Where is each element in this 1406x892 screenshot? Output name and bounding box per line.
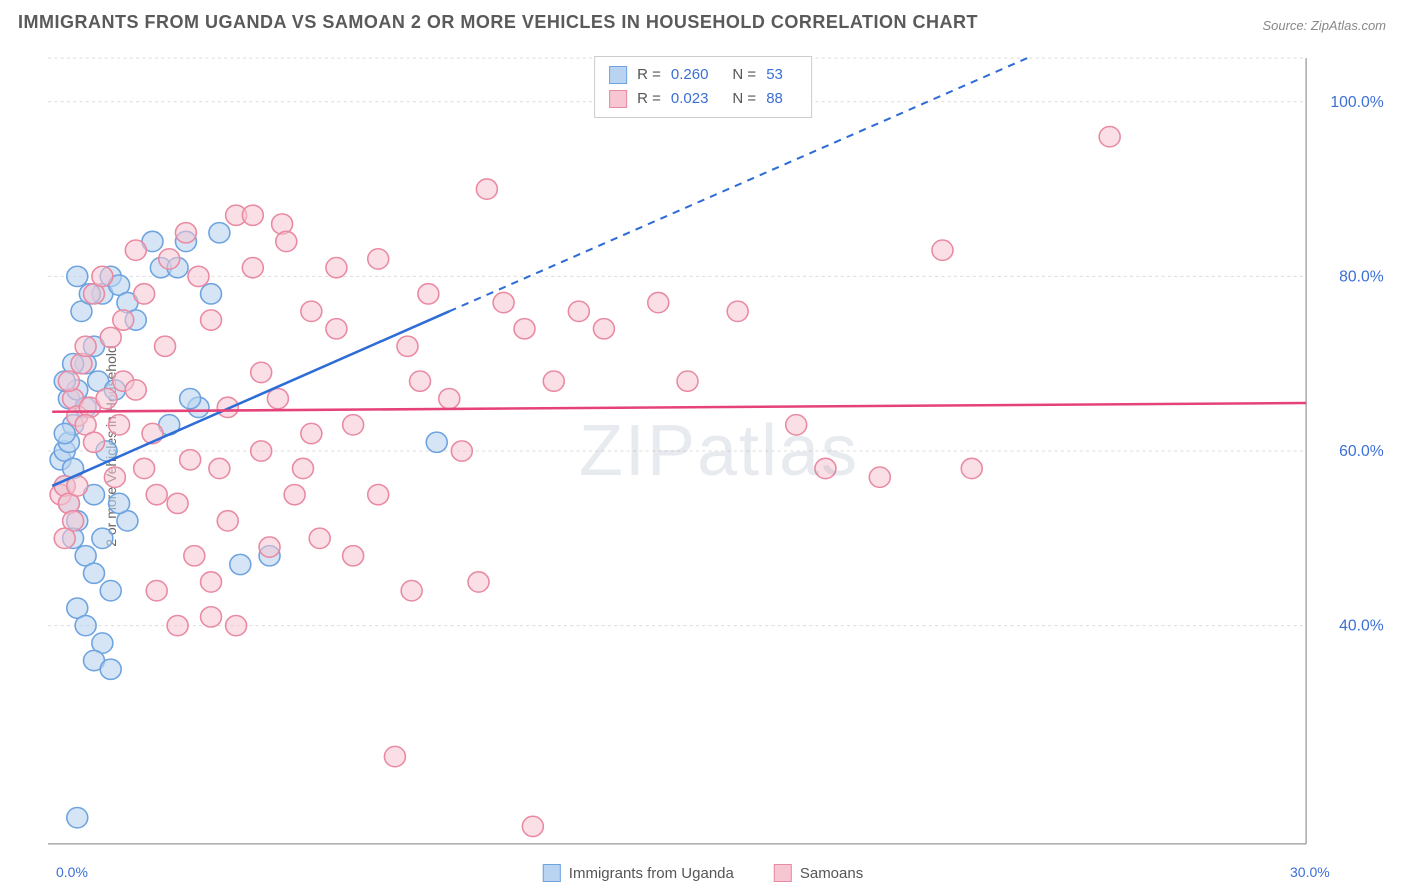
svg-text:100.0%: 100.0% xyxy=(1330,94,1384,111)
r-prefix: R = xyxy=(637,63,661,87)
n-prefix: N = xyxy=(732,87,756,111)
r-value-uganda: 0.260 xyxy=(671,63,709,87)
legend-row-uganda: R = 0.260 N = 53 xyxy=(609,63,797,87)
source-attribution: Source: ZipAtlas.com xyxy=(1262,18,1386,33)
svg-text:60.0%: 60.0% xyxy=(1339,443,1384,460)
x-tick-label: 30.0% xyxy=(1290,864,1330,880)
chart-area: 40.0%60.0%80.0%100.0% ZIPatlas xyxy=(48,50,1390,852)
correlation-legend: R = 0.260 N = 53 R = 0.023 N = 88 xyxy=(594,56,812,118)
svg-text:80.0%: 80.0% xyxy=(1339,269,1384,286)
n-prefix: N = xyxy=(732,63,756,87)
legend-item-samoans: Samoans xyxy=(774,864,863,882)
scatter-plot: 40.0% 60.0% 80.0% 100.0% xyxy=(48,50,1390,852)
legend-item-uganda: Immigrants from Uganda xyxy=(543,864,734,882)
n-value-samoans: 88 xyxy=(766,87,783,111)
swatch-samoans xyxy=(609,90,627,108)
swatch-uganda-icon xyxy=(543,864,561,882)
legend-label-samoans: Samoans xyxy=(800,865,863,882)
n-value-uganda: 53 xyxy=(766,63,783,87)
swatch-uganda xyxy=(609,66,627,84)
legend-row-samoans: R = 0.023 N = 88 xyxy=(609,87,797,111)
r-prefix: R = xyxy=(637,87,661,111)
swatch-samoans-icon xyxy=(774,864,792,882)
legend-label-uganda: Immigrants from Uganda xyxy=(569,865,734,882)
chart-title: IMMIGRANTS FROM UGANDA VS SAMOAN 2 OR MO… xyxy=(18,12,978,33)
r-value-samoans: 0.023 xyxy=(671,87,709,111)
x-tick-label: 0.0% xyxy=(56,864,88,880)
series-legend: Immigrants from Uganda Samoans xyxy=(543,864,863,882)
svg-text:40.0%: 40.0% xyxy=(1339,618,1384,635)
